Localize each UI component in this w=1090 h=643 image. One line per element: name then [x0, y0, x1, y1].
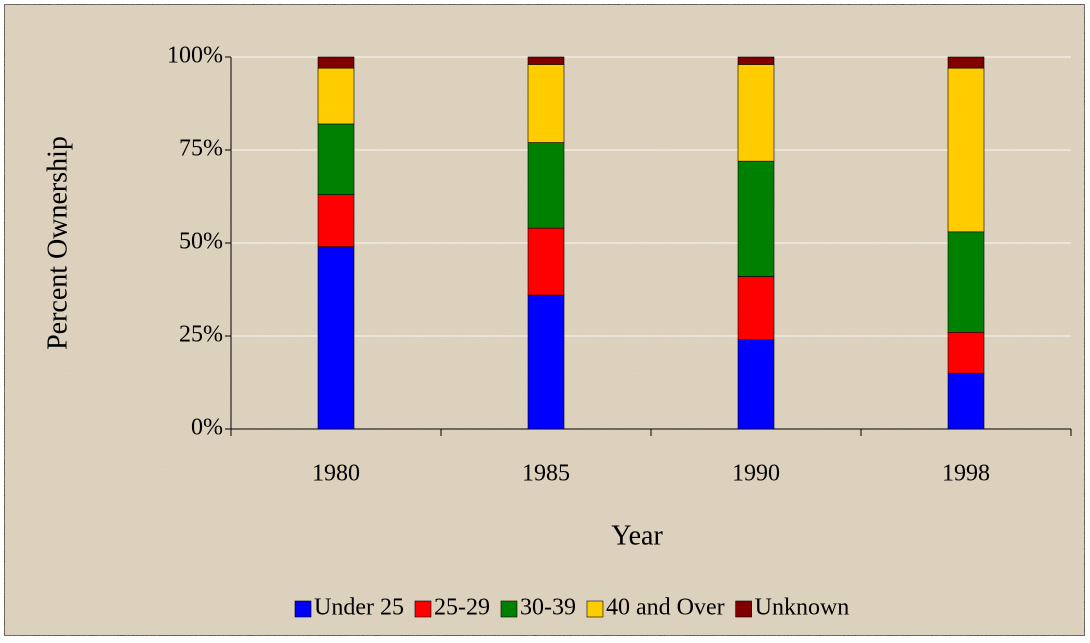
- bar-segment: [947, 372, 985, 430]
- y-tick-label: 50%: [179, 229, 223, 255]
- bar-segment: [737, 160, 775, 277]
- x-axis-title: Year: [611, 520, 663, 551]
- bar-segment: [737, 64, 775, 162]
- bar-segment: [947, 67, 985, 233]
- y-tick-label: 100%: [167, 43, 223, 69]
- y-tick-label: 75%: [179, 136, 223, 162]
- legend-swatch: [294, 600, 312, 618]
- bar-segment: [947, 331, 985, 374]
- bar-segment: [947, 231, 985, 333]
- legend-swatch: [414, 600, 432, 618]
- y-tick-label: 25%: [179, 322, 223, 348]
- legend-label: 40 and Over: [606, 595, 725, 621]
- bar-segment: [737, 276, 775, 341]
- legend-swatch: [500, 600, 518, 618]
- bar-segment: [737, 56, 775, 65]
- x-tick-label: 1990: [732, 461, 780, 487]
- bar-segment: [527, 64, 565, 143]
- bar-segment: [527, 56, 565, 65]
- legend-label: Under 25: [314, 595, 404, 621]
- legend-label: 30-39: [520, 595, 576, 621]
- bar-segment: [947, 56, 985, 69]
- legend-label: Unknown: [755, 595, 850, 621]
- x-tick-label: 1998: [942, 461, 990, 487]
- bar-segment: [527, 142, 565, 229]
- bar-segment: [737, 339, 775, 430]
- bar-segment: [527, 294, 565, 430]
- legend-label: 25-29: [434, 595, 490, 621]
- x-tick-label: 1985: [522, 461, 570, 487]
- bar-segment: [317, 67, 355, 125]
- bar-segment: [317, 123, 355, 195]
- y-tick-label: 0%: [191, 415, 223, 441]
- bar-segment: [527, 227, 565, 296]
- x-tick-label: 1980: [312, 461, 360, 487]
- legend-swatch: [735, 600, 752, 618]
- bar-segment: [317, 194, 355, 248]
- y-axis-title: Percent Ownership: [42, 136, 73, 350]
- bar-segment: [317, 246, 355, 430]
- legend-swatch: [586, 600, 604, 618]
- bar-segment: [317, 56, 355, 69]
